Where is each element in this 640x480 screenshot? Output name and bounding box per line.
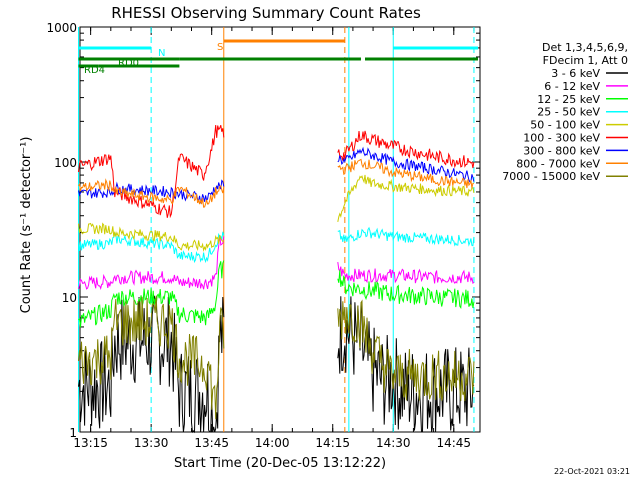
series-line-5 <box>78 124 475 219</box>
series-line-3 <box>78 226 475 264</box>
series-line-8 <box>78 295 475 420</box>
x-axis-label: Start Time (20-Dec-05 13:12:22) <box>174 456 386 471</box>
y-tick-label-3: 1000 <box>46 21 77 35</box>
series-line-4 <box>78 174 475 253</box>
legend-label-8: 7000 - 15000 keV <box>502 170 600 183</box>
flag-label-S: S <box>217 42 223 53</box>
legend-label-6: 300 - 800 keV <box>523 144 600 157</box>
series-line-1 <box>78 235 475 291</box>
legend-label-1: 6 - 12 keV <box>544 80 600 93</box>
legend-label-5: 100 - 300 keV <box>523 132 600 145</box>
series-line-7 <box>78 158 474 208</box>
x-tick-label-6: 14:45 <box>436 436 471 450</box>
legend-label-3: 25 - 50 keV <box>537 106 600 119</box>
legend-label-4: 50 - 100 keV <box>530 119 600 132</box>
legend-header-1: Det 1,3,4,5,6,9, <box>542 41 628 54</box>
legend-label-2: 12 - 25 keV <box>537 93 600 106</box>
y-tick-label-1: 10 <box>62 291 77 305</box>
flag-label-RD4: RD4 <box>84 65 105 76</box>
y-tick-label-2: 100 <box>54 156 77 170</box>
legend-label-0: 3 - 6 keV <box>551 67 600 80</box>
x-tick-label-5: 14:30 <box>376 436 411 450</box>
legend-label-7: 800 - 7000 keV <box>516 157 600 170</box>
series-line-2 <box>78 260 475 328</box>
footer-date: 22-Oct-2021 03:21 <box>554 467 630 476</box>
flag-label-N: N <box>158 48 165 59</box>
x-tick-label-3: 14:00 <box>255 436 290 450</box>
x-tick-label-0: 13:15 <box>73 436 108 450</box>
x-tick-label-4: 14:15 <box>315 436 350 450</box>
flag-label-RD0: RD0 <box>118 58 139 69</box>
chart-title: RHESSI Observing Summary Count Rates <box>111 4 421 22</box>
x-tick-label-2: 13:45 <box>194 436 229 450</box>
legend-header-2: FDecim 1, Att 0 <box>543 54 628 67</box>
y-axis-label: Count Rate (s⁻¹ detector⁻¹) <box>19 137 34 314</box>
x-tick-label-1: 13:30 <box>134 436 169 450</box>
y-tick-label-0: 1 <box>69 426 77 440</box>
